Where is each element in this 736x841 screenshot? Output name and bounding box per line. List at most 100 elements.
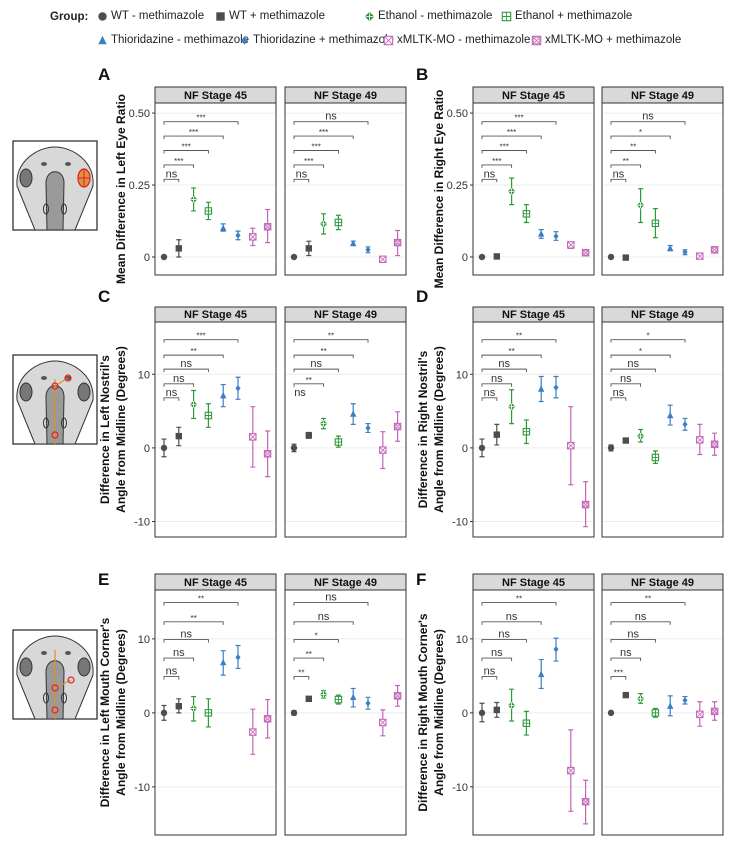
significance-label: * bbox=[315, 632, 318, 641]
square-marker bbox=[305, 245, 312, 252]
right-nostril bbox=[65, 651, 71, 655]
landmark-point bbox=[64, 374, 72, 382]
circle-marker bbox=[290, 709, 298, 717]
significance-label: * bbox=[639, 128, 642, 137]
marker-shape bbox=[305, 245, 312, 252]
panel-label: A bbox=[98, 65, 110, 84]
significance-bracket bbox=[163, 397, 180, 401]
marker-shape bbox=[607, 709, 615, 717]
marker-shape bbox=[607, 444, 615, 452]
tadpole-schematic bbox=[12, 140, 98, 231]
marker-shape bbox=[220, 658, 227, 666]
significance-bracket bbox=[481, 150, 527, 154]
marker-x bbox=[384, 35, 393, 45]
marker-shape bbox=[682, 697, 688, 704]
marker-plus bbox=[190, 196, 197, 203]
significance-bracket bbox=[610, 164, 642, 168]
legend-label: WT - methimazole bbox=[111, 10, 205, 22]
circle-marker bbox=[160, 444, 168, 452]
legend-item: Thioridazine + methimazole bbox=[239, 34, 394, 46]
marker-x bbox=[264, 223, 272, 231]
diamond-marker bbox=[682, 697, 688, 704]
marker-plus bbox=[508, 403, 515, 410]
significance-label: ns bbox=[498, 629, 510, 641]
square-x-marker bbox=[567, 766, 575, 775]
significance-label: *** bbox=[507, 128, 516, 137]
facet: NF Stage 45 ns ns ns **** bbox=[472, 306, 595, 538]
square-marker bbox=[305, 695, 312, 703]
landmark-point bbox=[67, 676, 75, 684]
significance-label: ** bbox=[306, 650, 312, 659]
significance-bracket bbox=[610, 150, 656, 154]
mouth-left bbox=[43, 417, 49, 429]
marker-shape bbox=[220, 391, 227, 399]
marker-plus bbox=[335, 438, 342, 446]
marker-shape bbox=[478, 253, 486, 261]
marker-plus bbox=[637, 432, 644, 440]
plot-area bbox=[601, 321, 724, 538]
landmark-point bbox=[51, 706, 59, 714]
significance-bracket bbox=[610, 657, 642, 662]
square-icon bbox=[216, 11, 225, 21]
triangle-marker bbox=[350, 410, 357, 417]
marker-shape bbox=[98, 11, 107, 21]
square-x-circle-marker bbox=[263, 223, 272, 231]
y-tick-label: -10 bbox=[452, 782, 468, 794]
panel-label: E bbox=[98, 570, 109, 589]
significance-bracket bbox=[293, 339, 369, 343]
legend-item: xMLTK-MO + methimazole bbox=[531, 34, 681, 46]
significance-label: ** bbox=[516, 595, 522, 604]
significance-label: *** bbox=[196, 332, 205, 341]
mouth-left bbox=[43, 203, 49, 215]
significance-bracket bbox=[293, 178, 310, 183]
marker-shape bbox=[667, 702, 674, 709]
significance-bracket bbox=[163, 657, 195, 662]
left-nostril bbox=[41, 376, 47, 380]
square-marker bbox=[493, 706, 500, 714]
significance-label: ns bbox=[173, 647, 185, 659]
y-tick-label: -10 bbox=[452, 517, 468, 529]
significance-bracket bbox=[293, 383, 325, 387]
square-x-marker bbox=[379, 718, 387, 727]
square-x-circle-icon bbox=[531, 35, 542, 45]
marker-shape bbox=[175, 245, 182, 252]
significance-label: ** bbox=[630, 142, 636, 151]
significance-label: ** bbox=[298, 669, 304, 678]
y-axis-title: Angle from Midline (Degrees) bbox=[432, 346, 446, 513]
significance-bracket bbox=[163, 121, 239, 125]
square-marker bbox=[622, 691, 629, 699]
triangle-marker bbox=[220, 224, 227, 231]
square-x-marker bbox=[379, 255, 387, 264]
circle-marker bbox=[478, 253, 486, 261]
significance-label: ** bbox=[198, 595, 204, 604]
left-eye bbox=[19, 382, 33, 402]
y-axis-title: Mean Difference in Right Eye Ratio bbox=[432, 90, 446, 289]
square-plus-marker bbox=[204, 709, 213, 717]
circle-marker bbox=[607, 709, 615, 717]
square-x-circle-marker bbox=[263, 715, 272, 723]
y-axis-title: Difference in Left Mouth Corner's bbox=[98, 617, 112, 807]
marker-shape bbox=[553, 233, 559, 240]
circle-marker bbox=[98, 11, 107, 21]
triangle-marker bbox=[98, 35, 107, 44]
marker-circle bbox=[394, 239, 401, 246]
left-eye bbox=[19, 168, 33, 188]
square-x-circle-marker bbox=[581, 248, 590, 257]
marker-shape bbox=[682, 248, 688, 256]
marker-shape bbox=[622, 254, 629, 261]
tadpole-gut bbox=[45, 171, 65, 231]
marker-plus bbox=[335, 219, 342, 226]
significance-label: ns bbox=[173, 373, 185, 385]
facet: NF Stage 49 *** ns ns ns ** bbox=[601, 573, 724, 836]
marker-circle bbox=[264, 450, 271, 457]
diamond-plus-marker bbox=[507, 187, 516, 196]
diamond-marker bbox=[682, 421, 688, 428]
circle-icon bbox=[98, 11, 107, 21]
marker-shape bbox=[478, 709, 486, 717]
plot-area bbox=[601, 102, 724, 276]
significance-bracket bbox=[610, 178, 627, 183]
marker-plus bbox=[205, 709, 212, 717]
legend-label: Ethanol + methimazole bbox=[515, 10, 633, 22]
facet-title: NF Stage 45 bbox=[184, 577, 247, 589]
significance-label: ns bbox=[484, 666, 496, 678]
